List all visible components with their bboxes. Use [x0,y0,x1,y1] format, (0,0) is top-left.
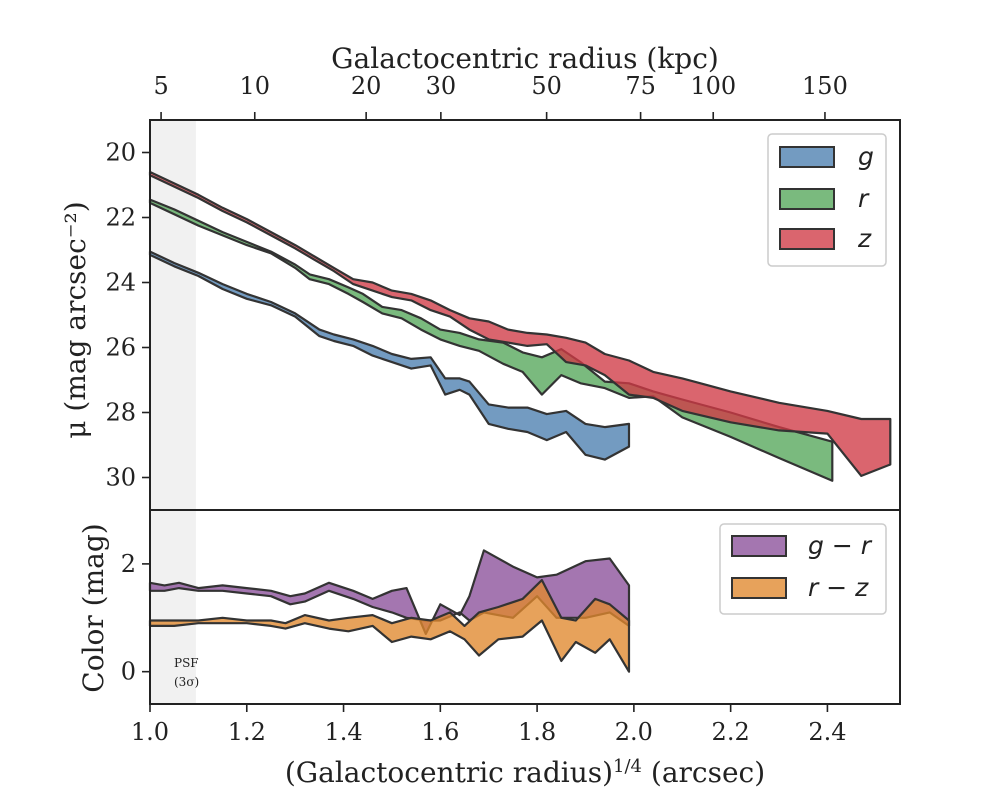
psf-note-line1: PSF [174,656,199,670]
top-y-tick-label: 28 [105,399,136,427]
top-kpc-tick-label: 50 [531,72,562,100]
top-kpc-ticks: 5 10 20 30 50 75 100 150 [153,72,848,120]
bottom-psf-band [150,510,196,704]
top-y-ticks: 20 22 24 26 28 30 [105,139,150,492]
top-kpc-tick-label: 100 [690,72,736,100]
bottom-x-tick-label: 1.6 [421,718,459,746]
top-kpc-tick-label: 75 [625,72,656,100]
top-kpc-tick-label: 5 [153,72,168,100]
bottom-y-ticks: 02 [121,550,150,686]
bottom-x-tick-label: 1.2 [228,718,266,746]
legend-label-z: z [857,224,872,253]
band-r [148,198,834,482]
top-y-axis-title: μ (mag arcsec⁻²) [59,201,92,438]
bottom-y-tick-label: 2 [121,550,136,578]
surface-brightness-panel: 20 22 24 26 28 30 5 10 20 30 50 75 100 150 Galactoce… [59,42,901,511]
bottom-legend: g − r r − z [719,523,887,615]
legend-swatch-g-r [731,535,787,557]
bottom-x-tick-label: 1.4 [324,718,362,746]
color-series [148,549,631,673]
legend-swatch-g [779,146,835,168]
bottom-y-axis-title: Color (mag) [77,523,110,692]
top-y-tick-label: 24 [105,269,136,297]
top-y-tick-label: 22 [105,204,136,232]
bottom-x-tick-label: 2.2 [712,718,750,746]
legend-label-r: r [858,184,870,213]
band-z [148,170,892,477]
bottom-x-tick-label: 2.0 [615,718,653,746]
bottom-x-tick-label: 1.0 [131,718,169,746]
bottom-panel-frame [149,509,901,705]
legend-label-r-z: r − z [808,573,869,602]
top-kpc-tick-label: 30 [426,72,457,100]
band-g [148,250,631,461]
top-kpc-tick-label: 150 [802,72,848,100]
legend-swatch-z [779,228,835,250]
bottom-y-tick-label: 0 [121,658,136,686]
legend-swatch-r [779,188,835,210]
bottom-x-ticks: 1.0 1.2 1.4 1.6 1.8 2.0 2.2 2.4 [131,704,847,746]
band-r_z [148,578,631,673]
top-kpc-tick-label: 20 [351,72,382,100]
bottom-x-tick-label: 2.4 [808,718,846,746]
legend-label-g: g [858,142,874,171]
top-y-tick-label: 26 [105,334,136,362]
top-y-tick-label: 20 [105,139,136,167]
legend-label-g-r: g − r [808,531,873,560]
legend-swatch-r-z [731,577,787,599]
top-y-tick-label: 30 [105,464,136,492]
surface-brightness-series [148,170,892,482]
psf-note-line2: (3σ) [174,675,199,689]
top-kpc-tick-label: 10 [239,72,270,100]
top-legend: g r z [767,133,887,267]
bottom-x-axis-title: (Galactocentric radius)1/4 (arcsec) [285,756,765,790]
bottom-x-tick-label: 1.8 [518,718,556,746]
color-panel: 02 1.0 1.2 1.4 1.6 1.8 2.0 2.2 2.4 PSF (3σ) (Ga… [77,509,901,790]
top-axis-title: Galactocentric radius (kpc) [331,42,719,75]
